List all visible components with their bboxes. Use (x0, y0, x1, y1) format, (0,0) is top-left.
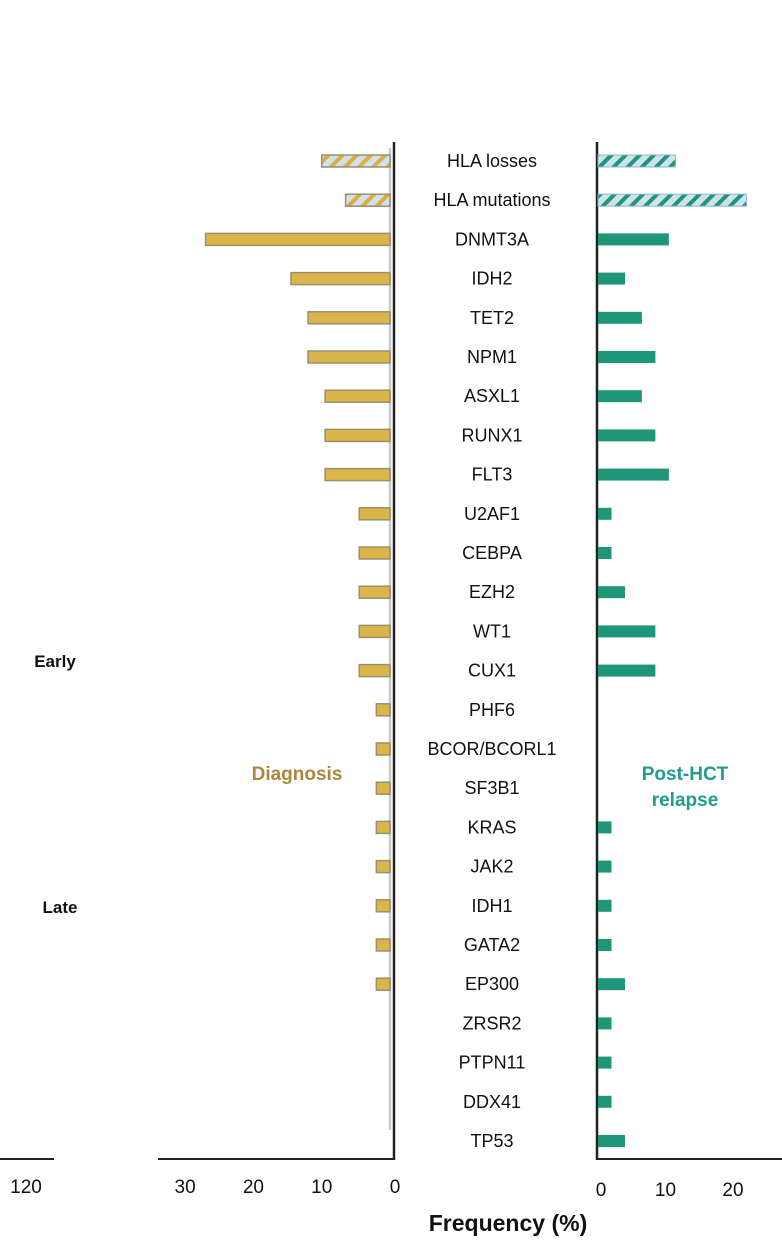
diagnosis-bar-bcor-bcorl1 (375, 742, 391, 756)
diagnosis-bar-gata2 (375, 938, 391, 952)
relapse-bar-jak2 (598, 860, 612, 873)
relapse-bar-idh2 (598, 272, 625, 285)
gene-label-ep300: EP300 (465, 974, 519, 994)
diagnosis-tick-20: 20 (243, 1177, 264, 1198)
gene-label-ezh2: EZH2 (469, 582, 515, 602)
diagnosis-bar-tet2 (307, 311, 391, 325)
relapse-bar-npm1 (598, 351, 656, 363)
relapse-bar-ddx41 (598, 1095, 612, 1108)
gene-label-wt1: WT1 (473, 621, 511, 641)
relapse-title-line-2: relapse (652, 790, 719, 811)
gene-label-ptpn11: PTPN11 (459, 1053, 526, 1073)
x-axis-label: Frequency (%) (429, 1210, 587, 1236)
diagnosis-bar-flt3 (324, 467, 391, 482)
gene-label-flt3: FLT3 (472, 465, 513, 485)
diagnosis-bar-dnmt3a (204, 232, 391, 247)
gene-label-gata2: GATA2 (464, 935, 520, 955)
left-panel-tick-label: 120 (10, 1177, 42, 1198)
relapse-bar-hla-losses (597, 154, 677, 168)
diagnosis-bar-ezh2 (358, 585, 391, 599)
gene-label-idh1: IDH1 (471, 896, 512, 916)
diagnosis-bar-sf3b1 (375, 781, 391, 795)
relapse-panel: Post-HCT relapse 0 10 20 (596, 142, 782, 1201)
diagnosis-bar-npm1 (307, 350, 391, 364)
gene-label-hla-mutations: HLA mutations (433, 190, 550, 210)
relapse-bar-asxl1 (598, 390, 642, 403)
relapse-title-line-1: Post-HCT (642, 764, 729, 785)
relapse-bar-ep300 (598, 978, 625, 991)
relapse-bar-idh1 (598, 899, 612, 912)
diagnosis-tick-30: 30 (175, 1177, 196, 1198)
relapse-ticks: 0 10 20 (596, 1180, 744, 1201)
relapse-bar-ezh2 (598, 586, 625, 599)
diagnosis-bar-ep300 (375, 977, 391, 991)
relapse-bars (597, 154, 747, 1147)
gene-label-hla-losses: HLA losses (447, 151, 537, 171)
relapse-bar-cebpa (598, 547, 612, 559)
left-panel: 120 Early Late (0, 652, 77, 1198)
relapse-bar-tet2 (598, 311, 642, 324)
diagnosis-bars (204, 154, 391, 991)
diagnosis-bar-idh2 (290, 271, 391, 286)
diagnosis-tick-10: 10 (311, 1177, 332, 1198)
gene-label-bcor-bcorl1: BCOR/BCORL1 (427, 739, 556, 759)
diagnosis-tick-0: 0 (390, 1177, 401, 1198)
diagnosis-ticks: 30 20 10 0 (175, 1177, 401, 1198)
early-label: Early (34, 652, 76, 671)
gene-label-cebpa: CEBPA (462, 543, 522, 563)
diagnosis-bar-cux1 (358, 663, 391, 678)
diagnosis-bar-hla-losses (320, 154, 391, 168)
gene-label-phf6: PHF6 (469, 700, 515, 720)
diagnosis-bar-runx1 (324, 428, 391, 443)
diagnosis-panel: Diagnosis 30 20 10 0 (158, 142, 400, 1198)
relapse-bar-cux1 (598, 664, 656, 677)
gene-label-kras: KRAS (467, 817, 516, 837)
diagnosis-bar-u2af1 (358, 507, 391, 521)
gene-label-zrsr2: ZRSR2 (462, 1013, 521, 1033)
diagnosis-bar-phf6 (375, 703, 391, 717)
relapse-bar-runx1 (598, 429, 656, 442)
relapse-bar-kras (598, 821, 612, 834)
gene-label-tp53: TP53 (470, 1131, 513, 1151)
diagnosis-bar-idh1 (375, 899, 391, 913)
gene-label-tet2: TET2 (470, 308, 514, 328)
relapse-bar-gata2 (598, 939, 612, 951)
relapse-bar-hla-mutations (597, 193, 747, 207)
gene-label-runx1: RUNX1 (461, 425, 522, 445)
relapse-bar-ptpn11 (598, 1056, 612, 1069)
relapse-bar-u2af1 (598, 507, 612, 520)
diagnosis-bar-cebpa (358, 546, 391, 560)
diagnosis-bar-kras (375, 820, 391, 835)
gene-label-ddx41: DDX41 (463, 1092, 521, 1112)
gene-label-sf3b1: SF3B1 (464, 778, 519, 798)
gene-labels: HLA losses HLA mutations DNMT3A IDH2 TET2 NPM… (427, 151, 556, 1151)
gene-label-npm1: NPM1 (467, 347, 517, 367)
gene-label-cux1: CUX1 (468, 661, 516, 681)
gene-label-u2af1: U2AF1 (464, 504, 520, 524)
diagnosis-bar-wt1 (358, 624, 391, 639)
diagnosis-title: Diagnosis (252, 764, 343, 785)
relapse-bar-flt3 (598, 468, 669, 481)
relapse-tick-10: 10 (655, 1180, 676, 1201)
relapse-bar-zrsr2 (598, 1017, 612, 1030)
relapse-tick-20: 20 (722, 1180, 743, 1201)
relapse-bar-wt1 (598, 625, 656, 638)
gene-label-asxl1: ASXL1 (464, 386, 520, 406)
relapse-tick-0: 0 (596, 1180, 607, 1201)
gene-label-dnmt3a: DNMT3A (455, 229, 529, 249)
diagnosis-bar-asxl1 (324, 389, 391, 403)
late-label: Late (43, 898, 78, 917)
gene-label-jak2: JAK2 (470, 857, 513, 877)
relapse-bar-dnmt3a (598, 233, 669, 246)
gene-label-idh2: IDH2 (471, 269, 512, 289)
diagnosis-bar-jak2 (375, 859, 391, 874)
diagnosis-bar-hla-mutations (344, 193, 391, 207)
relapse-bar-tp53 (598, 1135, 625, 1147)
